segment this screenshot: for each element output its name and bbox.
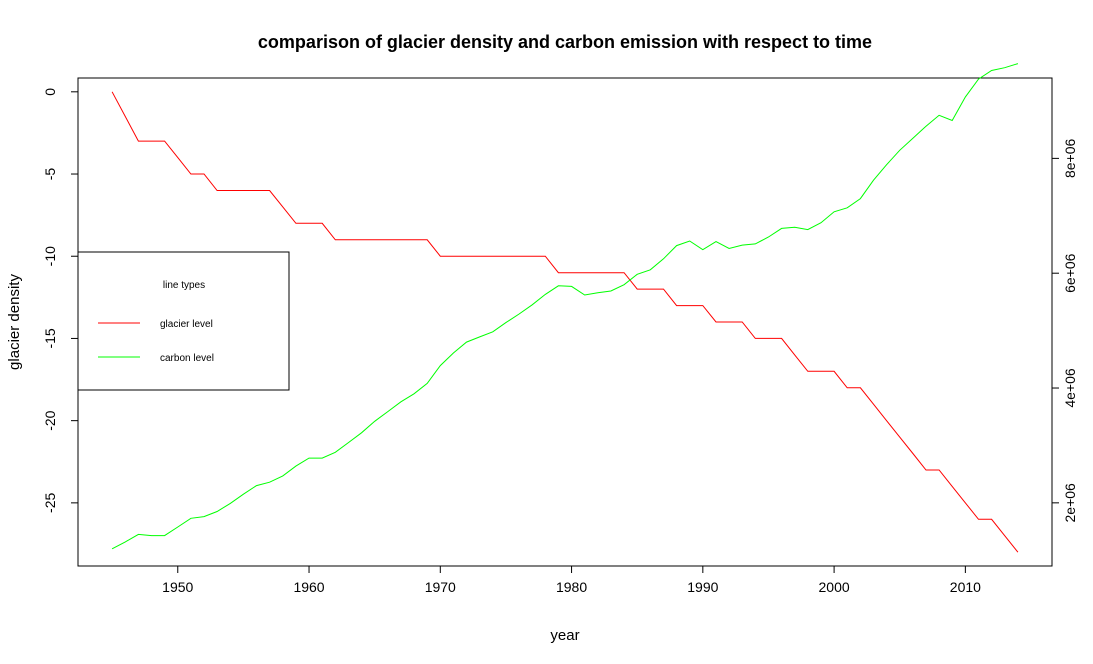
x-tick-label: 1990 xyxy=(687,579,718,595)
x-tick-label: 1970 xyxy=(425,579,456,595)
legend-box xyxy=(77,251,290,391)
y2-tick-label: 2e+06 xyxy=(1062,483,1078,523)
y-tick-label: 0 xyxy=(42,88,58,96)
x-tick-label: 2000 xyxy=(819,579,850,595)
legend: line types glacier level carbon level xyxy=(77,251,290,391)
x-axis: 1950 1960 1970 1980 1990 2000 2010 xyxy=(162,566,981,595)
x-axis-label: year xyxy=(550,627,579,644)
legend-label-carbon-level: carbon level xyxy=(160,353,214,364)
x-tick-label: 1950 xyxy=(162,579,193,595)
y-tick-label: -15 xyxy=(42,328,58,348)
series-layer xyxy=(111,63,1019,553)
y2-tick-label: 4e+06 xyxy=(1062,368,1078,408)
y-tick-label: -20 xyxy=(42,410,58,430)
series-line-glacier-level xyxy=(111,91,1019,553)
legend-label-glacier-level: glacier level xyxy=(160,319,213,330)
y2-tick-label: 8e+06 xyxy=(1062,139,1078,179)
y-tick-label: -5 xyxy=(42,168,58,181)
y-axis-right: 2e+06 4e+06 6e+06 8e+06 xyxy=(1052,139,1078,523)
y-axis-label: glacier density xyxy=(6,274,23,370)
y-tick-label: -25 xyxy=(42,493,58,513)
x-tick-label: 1980 xyxy=(556,579,587,595)
chart-title: comparison of glacier density and carbon… xyxy=(258,32,872,52)
y2-tick-label: 6e+06 xyxy=(1062,253,1078,293)
series-line-carbon-level xyxy=(111,63,1019,550)
x-tick-label: 1960 xyxy=(293,579,324,595)
y-tick-label: -10 xyxy=(42,246,58,266)
y-axis-left: 0 -5 -10 -15 -20 -25 xyxy=(42,88,78,513)
legend-title: line types xyxy=(163,280,205,291)
x-tick-label: 2010 xyxy=(950,579,981,595)
